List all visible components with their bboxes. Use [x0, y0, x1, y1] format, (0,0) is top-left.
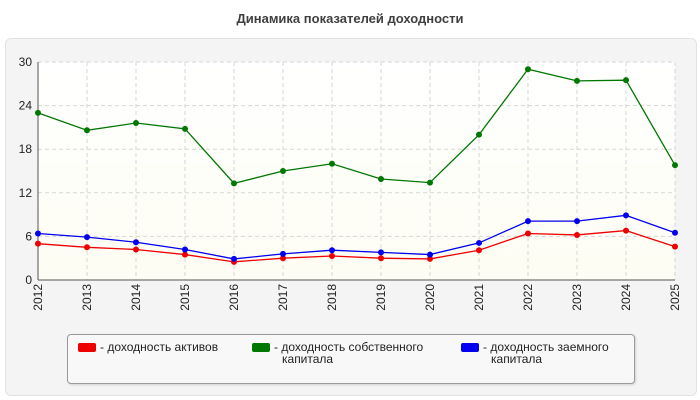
- x-tick-label: 2012: [31, 284, 45, 311]
- data-point-s2: [623, 212, 629, 219]
- data-point-s1: [231, 180, 237, 187]
- x-tick-label: 2018: [325, 284, 339, 311]
- x-tick-label: 2024: [619, 284, 633, 311]
- legend-swatch-debt: [461, 343, 479, 352]
- data-point-s0: [476, 247, 482, 254]
- grid-lines: [38, 61, 676, 280]
- data-point-s0: [525, 230, 531, 237]
- x-tick-label: 2017: [276, 284, 290, 311]
- data-point-s2: [231, 255, 237, 262]
- legend-item-assets: - доходность активов: [78, 341, 218, 353]
- data-point-s0: [280, 255, 286, 262]
- data-point-s2: [84, 234, 90, 241]
- legend-item-debt: - доходность заемного капитала: [461, 341, 609, 365]
- legend-label-debt-line2: капитала: [491, 352, 543, 366]
- data-point-s1: [280, 168, 286, 174]
- legend-label-equity-line1: - доходность собственного: [274, 340, 424, 354]
- y-tick-label: 30: [19, 55, 33, 69]
- data-point-s1: [525, 66, 531, 73]
- data-point-s2: [133, 239, 139, 246]
- series-line-0: [37, 229, 676, 263]
- series-line-1: [37, 68, 676, 185]
- data-point-s0: [182, 251, 188, 258]
- legend-label-debt-line1: - доходность заемного: [483, 340, 609, 354]
- data-point-s1: [84, 127, 90, 134]
- x-tick-label: 2013: [80, 284, 94, 311]
- x-tick-label: 2019: [374, 284, 388, 311]
- data-point-s1: [672, 162, 678, 169]
- data-point-s1: [329, 160, 335, 167]
- x-tick-label: 2022: [521, 284, 535, 311]
- chart-title: Динамика показателей доходности: [236, 11, 464, 26]
- legend-label-equity-line2: капитала: [282, 352, 334, 366]
- data-point-s2: [35, 230, 41, 237]
- x-tick-label: 2015: [178, 284, 192, 311]
- legend-label-assets: - доходность активов: [100, 340, 219, 354]
- data-point-s2: [427, 251, 433, 258]
- data-point-s2: [378, 249, 384, 256]
- x-tick-label: 2014: [129, 284, 143, 311]
- x-tick-label: 2025: [668, 284, 682, 311]
- data-point-s2: [476, 239, 482, 246]
- y-tick-label: 0: [25, 273, 32, 287]
- x-tick-label: 2020: [423, 284, 437, 311]
- data-point-s0: [623, 227, 629, 234]
- data-point-s0: [84, 244, 90, 251]
- data-point-s1: [133, 120, 139, 127]
- data-point-s0: [133, 246, 139, 253]
- data-point-s0: [672, 243, 678, 250]
- data-point-s2: [525, 218, 531, 225]
- data-point-s0: [378, 255, 384, 262]
- series-line-2: [37, 214, 676, 260]
- data-point-s1: [574, 77, 580, 84]
- legend-swatch-equity: [252, 343, 270, 352]
- data-point-s1: [476, 131, 482, 138]
- data-point-s0: [574, 231, 580, 238]
- series-lines: [35, 66, 678, 265]
- data-point-s2: [574, 218, 580, 225]
- y-tick-label: 12: [19, 186, 33, 200]
- x-tick-label: 2021: [472, 284, 486, 311]
- data-point-s1: [378, 175, 384, 182]
- data-point-s1: [427, 179, 433, 186]
- data-point-s0: [329, 253, 335, 260]
- legend-item-equity: - доходность собственного капитала: [252, 341, 423, 365]
- data-point-s2: [182, 246, 188, 253]
- data-point-s0: [35, 240, 41, 247]
- data-point-s1: [182, 125, 188, 132]
- x-tick-label: 2016: [227, 284, 241, 311]
- data-point-s2: [329, 247, 335, 254]
- y-tick-label: 24: [19, 99, 33, 113]
- data-point-s1: [35, 109, 41, 116]
- y-tick-label: 18: [19, 142, 33, 156]
- data-point-s1: [623, 77, 629, 84]
- x-tick-label: 2023: [570, 284, 584, 311]
- data-point-s2: [280, 250, 286, 257]
- y-tick-label: 6: [25, 229, 32, 243]
- tick-labels: 0 6 12 18 24 30 2012 2013 2014 2015 2016 2017 2018 20…: [19, 55, 682, 311]
- legend: - доходность активов - доходность собств…: [67, 334, 635, 384]
- data-point-s0: [427, 255, 433, 262]
- data-point-s2: [672, 229, 678, 236]
- legend-swatch-assets: [78, 343, 96, 352]
